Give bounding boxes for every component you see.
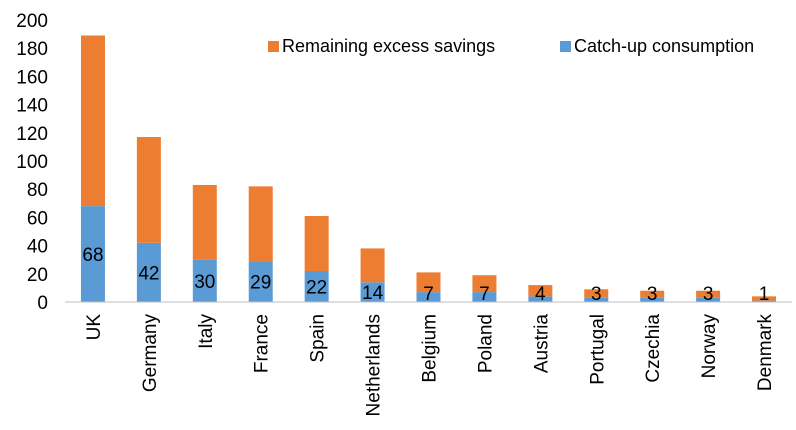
x-category-label: Austria (531, 314, 552, 374)
bar-catch-up-consumption (528, 296, 553, 302)
y-tick-label: 0 (37, 293, 48, 314)
bar-remaining-excess-savings (584, 289, 609, 298)
bar-remaining-excess-savings (248, 186, 273, 262)
x-category-label: Belgium (420, 314, 441, 383)
bar-catch-up-consumption (640, 297, 665, 302)
data-label: 7 (423, 284, 434, 305)
y-axis: 0 20 40 60 80 100 120 140 160 180 200 (16, 11, 48, 314)
bar-catch-up-consumption (472, 292, 497, 302)
bar-catch-up-consumption (752, 300, 777, 302)
bar-remaining-excess-savings (528, 285, 553, 297)
data-label: 3 (703, 284, 714, 305)
bar-catch-up-consumption (304, 270, 329, 302)
y-tick-label: 140 (16, 96, 48, 117)
bar-remaining-excess-savings (360, 248, 385, 283)
bar-remaining-excess-savings (752, 296, 777, 301)
data-label: 22 (306, 277, 327, 298)
y-tick-label: 180 (16, 39, 48, 60)
bar-remaining-excess-savings (136, 137, 161, 243)
data-label: 7 (479, 284, 490, 305)
x-category-label: Germany (140, 314, 161, 393)
legend-label: Catch-up consumption (574, 36, 754, 56)
bar-catch-up-consumption (248, 261, 273, 302)
data-label: 29 (250, 273, 271, 294)
x-category-label: Czechia (643, 314, 664, 383)
bar-remaining-excess-savings (416, 272, 441, 293)
bar-remaining-excess-savings (640, 290, 665, 298)
y-tick-label: 200 (16, 11, 48, 32)
x-category-label: Norway (699, 314, 720, 379)
x-category-label: Portugal (587, 314, 608, 385)
legend: Remaining excess savings Catch-up consump… (268, 36, 754, 56)
y-tick-label: 40 (27, 237, 48, 258)
legend-label: Remaining excess savings (282, 36, 495, 56)
x-axis: UK Germany Italy France Spain Netherlands Belg… (65, 301, 792, 416)
y-tick-label: 160 (16, 67, 48, 88)
x-category-label: UK (84, 314, 105, 341)
bar-catch-up-consumption (416, 292, 441, 302)
bar-catch-up-consumption (696, 297, 721, 302)
data-label: 4 (535, 284, 546, 305)
x-category-label: Spain (308, 314, 329, 363)
y-tick-label: 120 (16, 124, 48, 145)
bar-remaining-excess-savings (80, 35, 105, 207)
bar-remaining-excess-savings (192, 184, 217, 260)
bar-remaining-excess-savings (472, 275, 497, 293)
data-label: 3 (647, 284, 658, 305)
bar-remaining-excess-savings (304, 215, 329, 271)
legend-swatch (268, 41, 279, 52)
y-tick-label: 60 (27, 208, 48, 229)
x-category-label: Denmark (755, 314, 776, 392)
bar-catch-up-consumption (136, 242, 161, 302)
y-tick-label: 20 (27, 265, 48, 286)
x-category-label: Netherlands (364, 314, 385, 416)
y-tick-label: 80 (27, 180, 48, 201)
data-label: 14 (362, 283, 384, 304)
bars: 68 42 30 29 22 14 7 7 4 3 3 3 1 (80, 35, 777, 305)
bar-remaining-excess-savings (696, 290, 721, 298)
bar-catch-up-consumption (80, 206, 105, 302)
data-label: 68 (82, 245, 103, 266)
data-label: 1 (759, 284, 770, 305)
data-label: 30 (194, 272, 215, 293)
data-label: 3 (591, 284, 602, 305)
x-category-label: France (252, 314, 273, 373)
x-category-label: Italy (196, 314, 217, 349)
data-label: 42 (138, 263, 159, 284)
bar-catch-up-consumption (360, 282, 385, 302)
y-tick-label: 100 (16, 152, 48, 173)
bar-catch-up-consumption (192, 259, 217, 302)
bar-catch-up-consumption (584, 297, 609, 302)
x-category-label: Poland (475, 314, 496, 373)
legend-swatch (560, 41, 571, 52)
